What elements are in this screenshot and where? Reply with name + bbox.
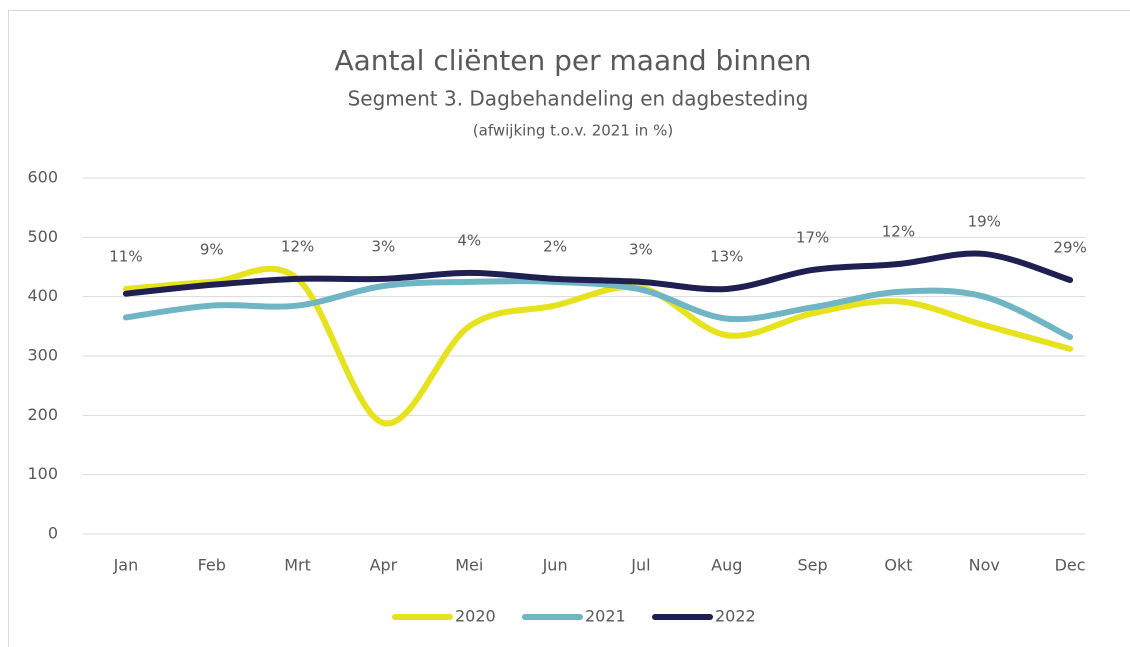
y-tick-label: 0 [48, 524, 58, 543]
data-label: 3% [629, 240, 653, 258]
x-tick-label: Mei [455, 556, 483, 575]
x-tick-label: Nov [969, 556, 1000, 575]
y-tick-label: 500 [27, 227, 58, 246]
x-tick-label: Okt [884, 556, 912, 575]
chart-subtitle: Segment 3. Dagbehandeling en dagbestedin… [348, 87, 809, 111]
x-tick-label: Feb [198, 556, 226, 575]
y-tick-label: 400 [27, 286, 58, 305]
y-tick-label: 600 [27, 168, 58, 187]
x-tick-label: Jan [113, 556, 139, 575]
data-label: 2% [543, 237, 567, 255]
y-tick-label: 100 [27, 464, 58, 483]
data-label: 3% [372, 237, 396, 255]
x-tick-label: Mrt [284, 556, 311, 575]
x-tick-label: Apr [370, 556, 398, 575]
data-label: 19% [968, 212, 1001, 230]
x-tick-label: Aug [711, 556, 742, 575]
legend-label: 2022 [715, 607, 756, 626]
x-tick-label: Sep [798, 556, 828, 575]
data-label: 13% [710, 247, 743, 265]
chart-note: (afwijking t.o.v. 2021 in %) [473, 122, 673, 140]
series-line [122, 250, 1074, 297]
data-label: 29% [1053, 239, 1086, 257]
series-line [122, 278, 1074, 341]
y-tick-label: 200 [27, 405, 58, 424]
data-label: 12% [882, 223, 915, 241]
x-tick-label: Jun [542, 556, 568, 575]
data-label: 17% [796, 228, 829, 246]
data-label: 9% [200, 240, 224, 258]
legend-label: 2020 [455, 607, 496, 626]
data-label: 11% [109, 247, 142, 265]
y-tick-label: 300 [27, 346, 58, 365]
x-tick-label: Jul [630, 556, 650, 575]
chart-title: Aantal cliënten per maand binnen [334, 44, 811, 77]
chart-frame [8, 10, 1130, 647]
data-label: 4% [457, 231, 481, 249]
data-label: 12% [281, 237, 314, 255]
legend-label: 2021 [585, 607, 626, 626]
x-tick-label: Dec [1055, 556, 1086, 575]
